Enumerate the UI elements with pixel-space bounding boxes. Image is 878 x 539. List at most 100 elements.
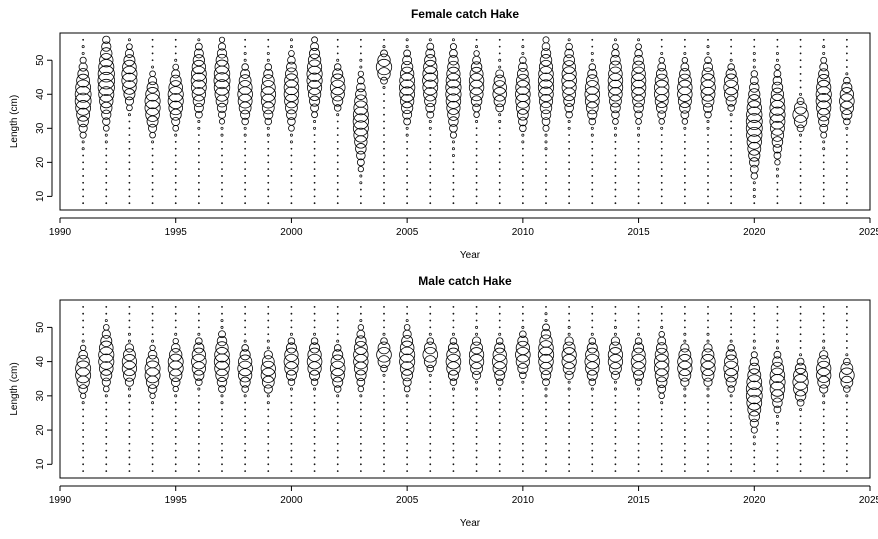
bubble-point <box>843 76 851 85</box>
bubble-point <box>356 82 366 93</box>
bubble-point <box>753 449 756 452</box>
bubble-point <box>336 202 339 205</box>
bubble-point <box>746 134 762 150</box>
bubble-point <box>545 195 547 198</box>
bubble-point <box>637 387 641 391</box>
bubble-point <box>237 80 253 95</box>
bubble-point <box>745 387 763 405</box>
bubble-point <box>704 110 712 119</box>
bubble-point <box>707 305 709 308</box>
bubble-point <box>822 415 825 418</box>
x-tick-label: 2025 <box>859 495 878 506</box>
bubble-point <box>660 161 663 164</box>
bubble-point <box>267 188 270 191</box>
bubble-point <box>267 202 270 205</box>
bubble-point <box>449 124 458 133</box>
bubble-point <box>336 326 339 329</box>
bubble-point <box>772 75 783 86</box>
bubble-point <box>151 140 155 144</box>
bubble-point <box>683 154 686 157</box>
bubble-point <box>633 102 644 114</box>
bubble-point <box>542 124 550 132</box>
bubble-point <box>122 59 137 75</box>
bubble-point <box>822 449 825 452</box>
bubble-point <box>399 72 415 89</box>
bubble-point <box>845 470 848 473</box>
bubble-point <box>313 134 316 137</box>
bubble-point <box>752 442 756 446</box>
bubble-point <box>614 463 617 466</box>
bubble-point <box>702 102 714 113</box>
bubble-point <box>359 319 363 322</box>
bubble-point <box>197 147 200 150</box>
bubble-point <box>770 361 785 376</box>
bubble-point <box>383 436 385 438</box>
bubble-point <box>452 415 455 418</box>
bubble-point <box>82 161 85 164</box>
y-tick-label: 20 <box>35 156 46 168</box>
bubble-point <box>151 59 154 62</box>
bubble-point <box>498 181 501 184</box>
bubble-point <box>568 422 571 425</box>
bubble-point <box>429 422 432 425</box>
bubble-point <box>313 195 316 198</box>
bubble-point <box>822 401 826 405</box>
bubble-point <box>98 86 115 103</box>
bubble-point <box>406 147 409 150</box>
bubble-point <box>660 154 663 157</box>
bubble-point <box>244 333 247 336</box>
bubble-point <box>799 442 802 445</box>
bubble-point <box>591 422 594 425</box>
bubble-point <box>683 429 686 431</box>
bubble-point <box>127 332 131 336</box>
bubble-point <box>635 118 642 125</box>
bubble-point <box>568 161 571 164</box>
bubble-point <box>498 470 501 473</box>
bubble-point <box>545 408 547 411</box>
bubble-point <box>473 111 480 118</box>
bubble-point <box>840 375 854 389</box>
bubble-point <box>658 392 665 400</box>
bubble-point <box>422 346 439 363</box>
bubble-point <box>287 56 296 65</box>
bubble-point <box>266 51 270 55</box>
bubble-point <box>330 368 345 383</box>
bubble-point <box>263 109 274 120</box>
bubble-point <box>221 168 223 171</box>
bubble-point <box>654 353 670 370</box>
bubble-point <box>729 113 733 117</box>
bubble-point <box>429 175 432 177</box>
bubble-point <box>637 188 640 191</box>
bubble-point <box>614 181 617 184</box>
bubble-point <box>197 126 201 130</box>
bubble-point <box>772 356 783 367</box>
bubble-point <box>128 134 131 137</box>
bubble-point <box>683 442 686 445</box>
bubble-point <box>332 376 344 388</box>
bubble-point <box>590 387 594 391</box>
bubble-point <box>105 470 108 473</box>
bubble-point <box>105 463 108 466</box>
bubble-point <box>752 188 756 192</box>
bubble-point <box>429 312 432 315</box>
bubble-point <box>383 100 385 102</box>
bubble-point <box>584 93 600 109</box>
bubble-point <box>683 188 686 191</box>
bubble-point <box>590 332 594 336</box>
bubble-point <box>193 342 205 354</box>
bubble-point <box>452 175 455 177</box>
bubble-point <box>383 195 385 198</box>
bubble-point <box>545 463 547 466</box>
bubble-point <box>591 463 594 466</box>
bubble-point <box>637 161 640 164</box>
bubble-point <box>679 102 691 114</box>
bubble-point <box>799 333 802 336</box>
bubble-point <box>515 93 531 109</box>
bubble-point <box>214 86 230 102</box>
bubble-point <box>100 335 113 348</box>
bubble-point <box>377 355 391 368</box>
bubble-point <box>707 326 709 329</box>
bubble-point <box>313 312 316 315</box>
bubble-point <box>243 126 247 130</box>
